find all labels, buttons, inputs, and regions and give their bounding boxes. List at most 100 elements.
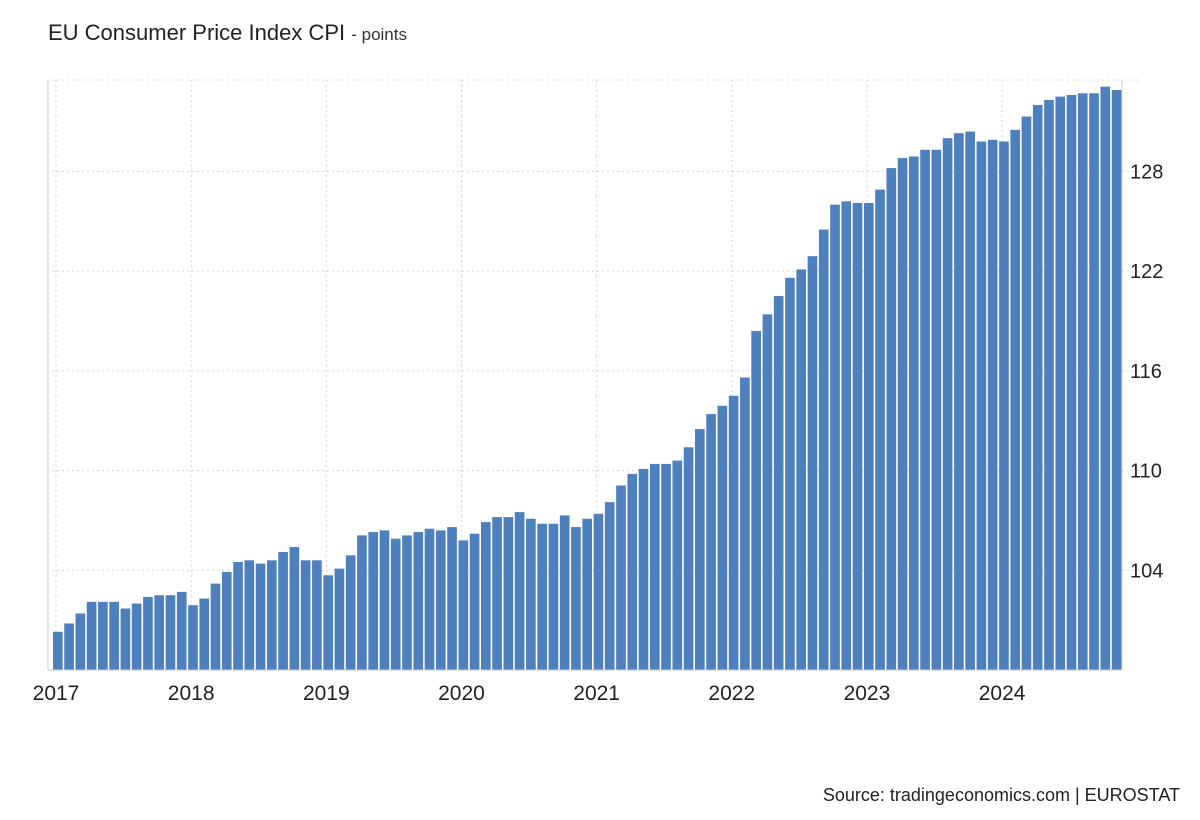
x-tick-label: 2017 <box>33 682 80 705</box>
bar <box>199 598 210 670</box>
bar <box>165 595 176 670</box>
bar <box>278 552 288 670</box>
bar <box>244 560 255 670</box>
bar <box>548 523 559 670</box>
bar <box>818 229 829 670</box>
bar <box>1077 93 1088 671</box>
bar <box>413 532 424 670</box>
bar <box>492 517 502 670</box>
x-tick-label: 2020 <box>438 682 485 705</box>
bar <box>616 485 626 670</box>
bar <box>526 518 536 670</box>
bar <box>920 149 930 671</box>
bar <box>435 530 446 670</box>
bar <box>368 532 379 670</box>
bar <box>176 591 187 670</box>
bar <box>740 377 750 670</box>
bar <box>210 583 221 670</box>
bar <box>582 518 593 670</box>
bar <box>695 429 705 670</box>
bar <box>458 540 469 670</box>
tick-labels: 104 110 116 122 128 2017 2018 2019 2020 2021 2022 2… <box>33 161 1164 705</box>
bar <box>886 168 897 670</box>
bar <box>1010 129 1021 671</box>
x-tick-label: 2021 <box>573 682 620 705</box>
chart-unit-label: - points <box>351 25 407 44</box>
bar <box>379 530 390 670</box>
bar <box>514 512 525 670</box>
bar <box>954 133 964 670</box>
bar <box>289 547 300 670</box>
bar <box>447 527 457 670</box>
bar <box>965 131 975 670</box>
bar <box>1111 89 1122 671</box>
bar <box>390 538 401 670</box>
bar <box>796 269 807 670</box>
bar <box>357 535 367 670</box>
bar <box>852 202 863 671</box>
bar <box>830 204 840 670</box>
bar <box>1055 96 1066 671</box>
bar <box>424 528 435 670</box>
bar <box>638 468 649 670</box>
y-tick-label: 122 <box>1130 261 1163 283</box>
bar <box>604 502 615 670</box>
bar <box>64 623 74 670</box>
bar <box>559 515 570 670</box>
bar <box>312 560 322 670</box>
bar <box>334 568 345 670</box>
bar <box>1032 104 1043 671</box>
bar <box>897 158 908 671</box>
bar <box>863 202 874 671</box>
bar <box>188 605 198 670</box>
bar-series <box>53 86 1122 671</box>
bar <box>481 522 491 670</box>
bar <box>75 613 86 670</box>
bar <box>1089 93 1099 671</box>
bar <box>875 189 885 670</box>
bar <box>131 603 142 670</box>
bar <box>751 330 761 670</box>
chart-title-text: EU Consumer Price Index CPI <box>48 20 346 45</box>
bar <box>323 575 333 670</box>
bar <box>571 527 581 670</box>
x-tick-label: 2023 <box>844 682 891 705</box>
bar <box>300 560 311 670</box>
bar <box>807 256 818 670</box>
bar <box>976 141 987 671</box>
bar <box>1021 116 1032 670</box>
bar <box>120 608 131 670</box>
bar <box>728 395 739 670</box>
bar <box>762 314 773 670</box>
y-tick-label: 116 <box>1130 361 1162 383</box>
bar <box>86 601 97 670</box>
bar <box>143 596 153 670</box>
bar <box>593 513 604 670</box>
bar <box>717 405 728 670</box>
bar <box>942 138 953 671</box>
bar <box>537 523 547 670</box>
bar <box>53 631 63 670</box>
bar <box>785 277 795 670</box>
bar <box>931 149 942 671</box>
y-tick-label: 104 <box>1130 560 1163 582</box>
x-tick-label: 2018 <box>168 682 215 705</box>
bar <box>1044 99 1054 670</box>
bar <box>267 560 277 670</box>
bar <box>98 601 108 670</box>
bar <box>1100 86 1111 670</box>
bar <box>255 563 266 670</box>
bar <box>627 473 638 670</box>
chart-title: EU Consumer Price Index CPI - points <box>48 20 407 46</box>
bar <box>503 517 514 670</box>
bar <box>999 141 1009 671</box>
bar <box>233 561 243 670</box>
bar <box>469 533 480 670</box>
bar <box>402 535 412 670</box>
bar <box>109 601 119 670</box>
y-tick-label: 110 <box>1130 461 1162 483</box>
x-tick-label: 2024 <box>979 682 1026 705</box>
bar <box>773 296 784 670</box>
source-attribution: Source: tradingeconomics.com | EUROSTAT <box>822 785 1180 805</box>
